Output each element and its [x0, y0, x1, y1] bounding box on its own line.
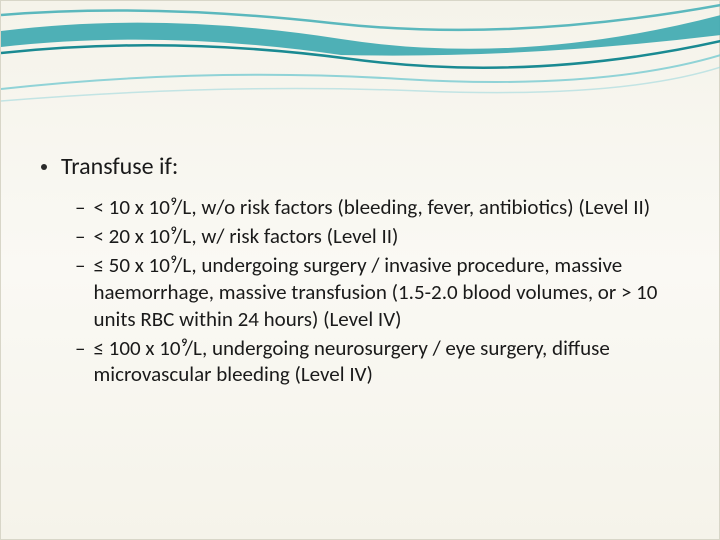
- sub-bullet-text: < 10 x 10⁹/L, w/o risk factors (bleeding…: [93, 194, 650, 221]
- list-item: – < 10 x 10⁹/L, w/o risk factors (bleedi…: [75, 194, 679, 221]
- sub-bullet-text: < 20 x 10⁹/L, w/ risk factors (Level II): [93, 223, 398, 250]
- dash-icon: –: [75, 335, 85, 362]
- sub-bullet-text: ≤ 100 x 10⁹/L, undergoing neurosurgery /…: [93, 335, 679, 389]
- list-item: – ≤ 50 x 10⁹/L, undergoing surgery / inv…: [75, 252, 679, 333]
- sub-bullet-text: ≤ 50 x 10⁹/L, undergoing surgery / invas…: [93, 252, 679, 333]
- main-bullet: Transfuse if:: [41, 151, 679, 182]
- wave-svg: [1, 1, 720, 106]
- sub-bullet-list: – < 10 x 10⁹/L, w/o risk factors (bleedi…: [75, 194, 679, 388]
- slide-container: Transfuse if: – < 10 x 10⁹/L, w/o risk f…: [0, 0, 720, 540]
- dash-icon: –: [75, 252, 85, 279]
- list-item: – < 20 x 10⁹/L, w/ risk factors (Level I…: [75, 223, 679, 250]
- dash-icon: –: [75, 194, 85, 221]
- content-area: Transfuse if: – < 10 x 10⁹/L, w/o risk f…: [41, 151, 679, 390]
- list-item: – ≤ 100 x 10⁹/L, undergoing neurosurgery…: [75, 335, 679, 389]
- bullet-disc-icon: [41, 164, 47, 170]
- main-bullet-text: Transfuse if:: [61, 151, 178, 182]
- decorative-wave-header: [1, 1, 720, 106]
- dash-icon: –: [75, 223, 85, 250]
